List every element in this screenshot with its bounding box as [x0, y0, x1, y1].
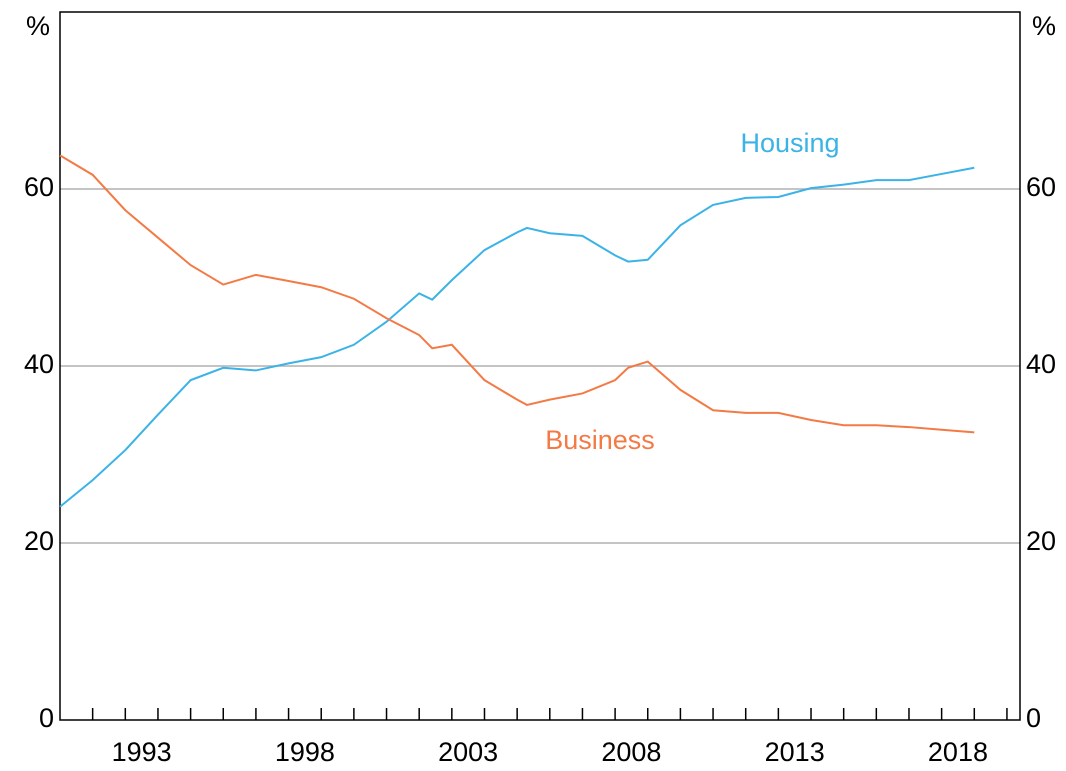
y-tick-label: 0: [39, 703, 54, 733]
plot-frame: [59, 11, 1021, 721]
y2-tick-label: 0: [1026, 703, 1041, 733]
series-line: [59, 154, 975, 434]
y2-tick-label: 60: [1026, 172, 1056, 202]
y-unit-right: %: [1032, 11, 1056, 41]
series-label: Housing: [740, 128, 839, 158]
y-tick-label: 40: [24, 349, 54, 379]
series-line: [59, 166, 975, 508]
y-tick-label: 60: [24, 172, 54, 202]
x-tick-label: 2008: [601, 737, 661, 767]
series-label: Business: [545, 425, 655, 455]
y-unit-left: %: [26, 11, 50, 41]
x-tick-label: 2018: [928, 737, 988, 767]
x-tick-label: 2013: [765, 737, 825, 767]
x-tick-label: 1998: [275, 737, 335, 767]
y2-tick-label: 40: [1026, 349, 1056, 379]
y-tick-label: 20: [24, 526, 54, 556]
x-tick-label: 2003: [438, 737, 498, 767]
x-tick-label: 1993: [112, 737, 172, 767]
y2-tick-label: 20: [1026, 526, 1056, 556]
